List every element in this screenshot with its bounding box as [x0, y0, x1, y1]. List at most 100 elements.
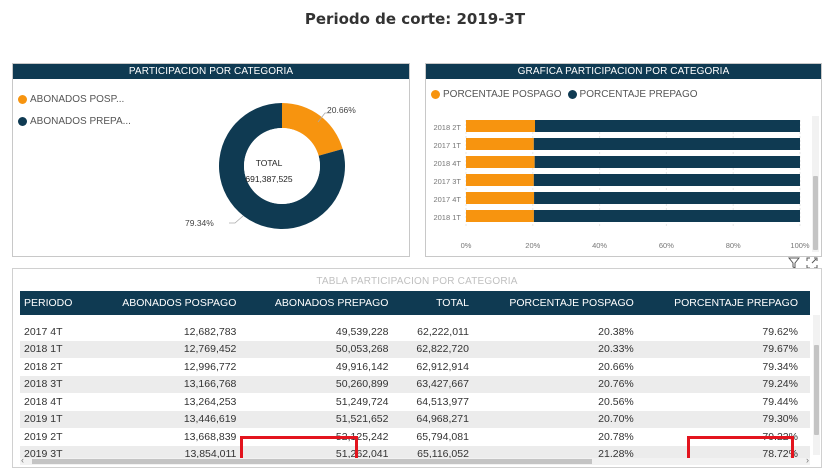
bar-prepago[interactable] [535, 120, 800, 132]
panel-title: PARTICIPACION POR CATEGORIA [13, 64, 409, 79]
table-cell: 20.70% [598, 413, 634, 426]
bar-legend: PORCENTAJE POSPAGO PORCENTAJE PREPAGO [431, 89, 704, 100]
y-tick-label: 2017 1T [433, 141, 461, 150]
participacion-categoria-panel: PARTICIPACION POR CATEGORIA ABONADOS POS… [12, 63, 410, 257]
table-cell: 2018 3T [24, 378, 63, 391]
table-cell: 2019 3T [24, 448, 63, 461]
donut-center-label: TOTAL [256, 158, 283, 168]
table-cell: 12,682,783 [183, 325, 237, 338]
x-tick-label: 100% [790, 241, 810, 250]
table-cell: 64,968,271 [416, 413, 469, 426]
bar-pospago[interactable] [466, 138, 534, 150]
legend-label: PORCENTAJE PREPAGO [579, 89, 698, 100]
donut-hole [244, 128, 320, 204]
legend-label: ABONADOS POSP... [30, 93, 125, 105]
legend-item-pospago[interactable]: ABONADOS POSP... [18, 88, 131, 110]
bar-prepago[interactable] [534, 156, 800, 168]
table-spacer [20, 315, 810, 323]
table-cell: 2017 4T [24, 325, 63, 338]
table-cell: 2018 2T [24, 360, 63, 373]
table-cell: 2018 4T [24, 395, 63, 408]
column-header-periodo[interactable]: PERIODO [24, 297, 73, 309]
bar-prepago[interactable] [534, 192, 800, 204]
bar-pospago[interactable] [466, 120, 536, 132]
bar-pospago[interactable] [466, 210, 534, 222]
table-row[interactable]: 2018 2T 12,996,772 49,916,142 62,912,914 20.… [20, 358, 810, 376]
x-tick-label: 60% [659, 241, 674, 250]
legend-dot-icon [18, 94, 27, 104]
legend-label: PORCENTAJE POSPAGO [443, 89, 562, 100]
table-cell: 13,166,768 [183, 378, 237, 391]
legend-dot-icon [567, 90, 577, 99]
scrollbar-thumb[interactable] [813, 176, 818, 250]
y-tick-label: 2017 4T [433, 195, 461, 204]
legend-item-porcentaje-prepago[interactable]: PORCENTAJE PREPAGO [567, 89, 698, 100]
leader-line [229, 215, 244, 224]
table-cell: 49,916,142 [335, 360, 389, 373]
table-header-row: PERIODO ABONADOS POSPAGO ABONADOS PREPAG… [20, 291, 810, 315]
table-cell: 2019 1T [24, 413, 63, 426]
legend-dot-icon [431, 90, 440, 99]
table-row[interactable]: 2019 1T 13,446,619 51,521,652 64,968,271 20.… [20, 410, 810, 428]
table-row[interactable]: 2017 4T 12,682,783 49,539,228 62,222,011 20.… [20, 323, 810, 341]
table-cell: 50,260,899 [335, 378, 389, 391]
table-cell: 21.28% [598, 448, 634, 461]
slice-label-prepago: 79.34% [185, 218, 214, 228]
scroll-left-icon[interactable]: ‹ [21, 455, 24, 465]
table-cell: 20.78% [598, 430, 634, 443]
bar-pospago[interactable] [466, 192, 535, 204]
table-cell: 51,262,041 [335, 448, 389, 461]
table-cell: 12,769,452 [183, 343, 237, 356]
y-tick-label: 2018 4T [433, 159, 461, 168]
table-cell: 20.66% [598, 360, 634, 373]
column-header-abonados-prepago[interactable]: ABONADOS PREPAGO [274, 297, 389, 309]
bar-pospago[interactable] [466, 174, 534, 186]
table-row[interactable]: 2018 3T 13,166,768 50,260,899 63,427,667 20.… [20, 375, 810, 393]
table-cell: 49,539,228 [335, 325, 389, 338]
table-cell: 79.67% [762, 343, 798, 356]
bar-prepago[interactable] [533, 210, 800, 222]
table-cell: 13,264,253 [183, 395, 237, 408]
column-header-total[interactable]: TOTAL [436, 297, 469, 309]
grafica-participacion-panel: GRAFICA PARTICIPACION POR CATEGORIA PORC… [425, 63, 822, 257]
legend-item-porcentaje-pospago[interactable]: PORCENTAJE POSPAGO [431, 89, 562, 100]
table-cell: 64,513,977 [416, 395, 469, 408]
tabla-participacion-panel: TABLA PARTICIPACION POR CATEGORIA PERIOD… [12, 268, 822, 468]
x-tick-label: 20% [525, 241, 540, 250]
table-cell: 13,668,839 [183, 430, 237, 443]
donut-slice-pospago[interactable] [282, 103, 343, 156]
legend-item-prepago[interactable]: ABONADOS PREPA... [18, 110, 131, 132]
table-cell: 62,912,914 [416, 360, 469, 373]
column-header-porcentaje-prepago[interactable]: PORCENTAJE PREPAGO [674, 297, 798, 309]
table-row[interactable]: 2018 1T 12,769,452 50,053,268 62,822,720 20.… [20, 340, 810, 358]
stacked-bar-chart: 0% 20% 40% 60% 80% 100% 2018 2T 2017 1T 2018 4T 2… [433, 120, 810, 250]
y-tick-label: 2018 2T [433, 123, 461, 132]
donut-legend: ABONADOS POSP... ABONADOS PREPA... [18, 88, 131, 132]
table-cell: 65,794,081 [416, 430, 469, 443]
donut-slice-prepago[interactable] [219, 103, 345, 229]
leader-line [317, 112, 331, 123]
legend-label: ABONADOS PREPA... [30, 115, 131, 127]
table-cell: 13,446,619 [183, 413, 237, 426]
table-row[interactable]: 2019 2T 13,668,839 52,125,242 65,794,081 20.… [20, 428, 810, 446]
bar-prepago[interactable] [533, 174, 800, 186]
bar-pospago[interactable] [466, 156, 535, 168]
legend-dot-icon [18, 116, 27, 126]
table-cell: 62,822,720 [416, 343, 469, 356]
donut-chart: TOTAL 691,387,525 20.66% 79.34% [185, 103, 356, 229]
column-header-porcentaje-pospago[interactable]: PORCENTAJE POSPAGO [509, 297, 634, 309]
table-cell: 63,427,667 [416, 378, 469, 391]
bar-prepago[interactable] [533, 138, 800, 150]
table-row[interactable]: 2018 4T 13,264,253 51,249,724 64,513,977 20.… [20, 393, 810, 411]
table-cell: 79.30% [762, 413, 798, 426]
slice-label-pospago: 20.66% [327, 105, 356, 115]
scrollbar-thumb[interactable] [32, 459, 592, 464]
table-vertical-scrollbar[interactable] [813, 315, 820, 455]
table-horizontal-scrollbar[interactable]: ‹ › [20, 455, 810, 465]
table-cell: 79.24% [762, 378, 798, 391]
column-header-abonados-pospago[interactable]: ABONADOS POSPAGO [122, 297, 237, 309]
scrollbar-thumb[interactable] [814, 345, 819, 435]
y-tick-label: 2018 1T [433, 213, 461, 222]
chart-scrollbar[interactable] [812, 116, 819, 252]
scroll-right-icon[interactable]: › [806, 455, 809, 465]
